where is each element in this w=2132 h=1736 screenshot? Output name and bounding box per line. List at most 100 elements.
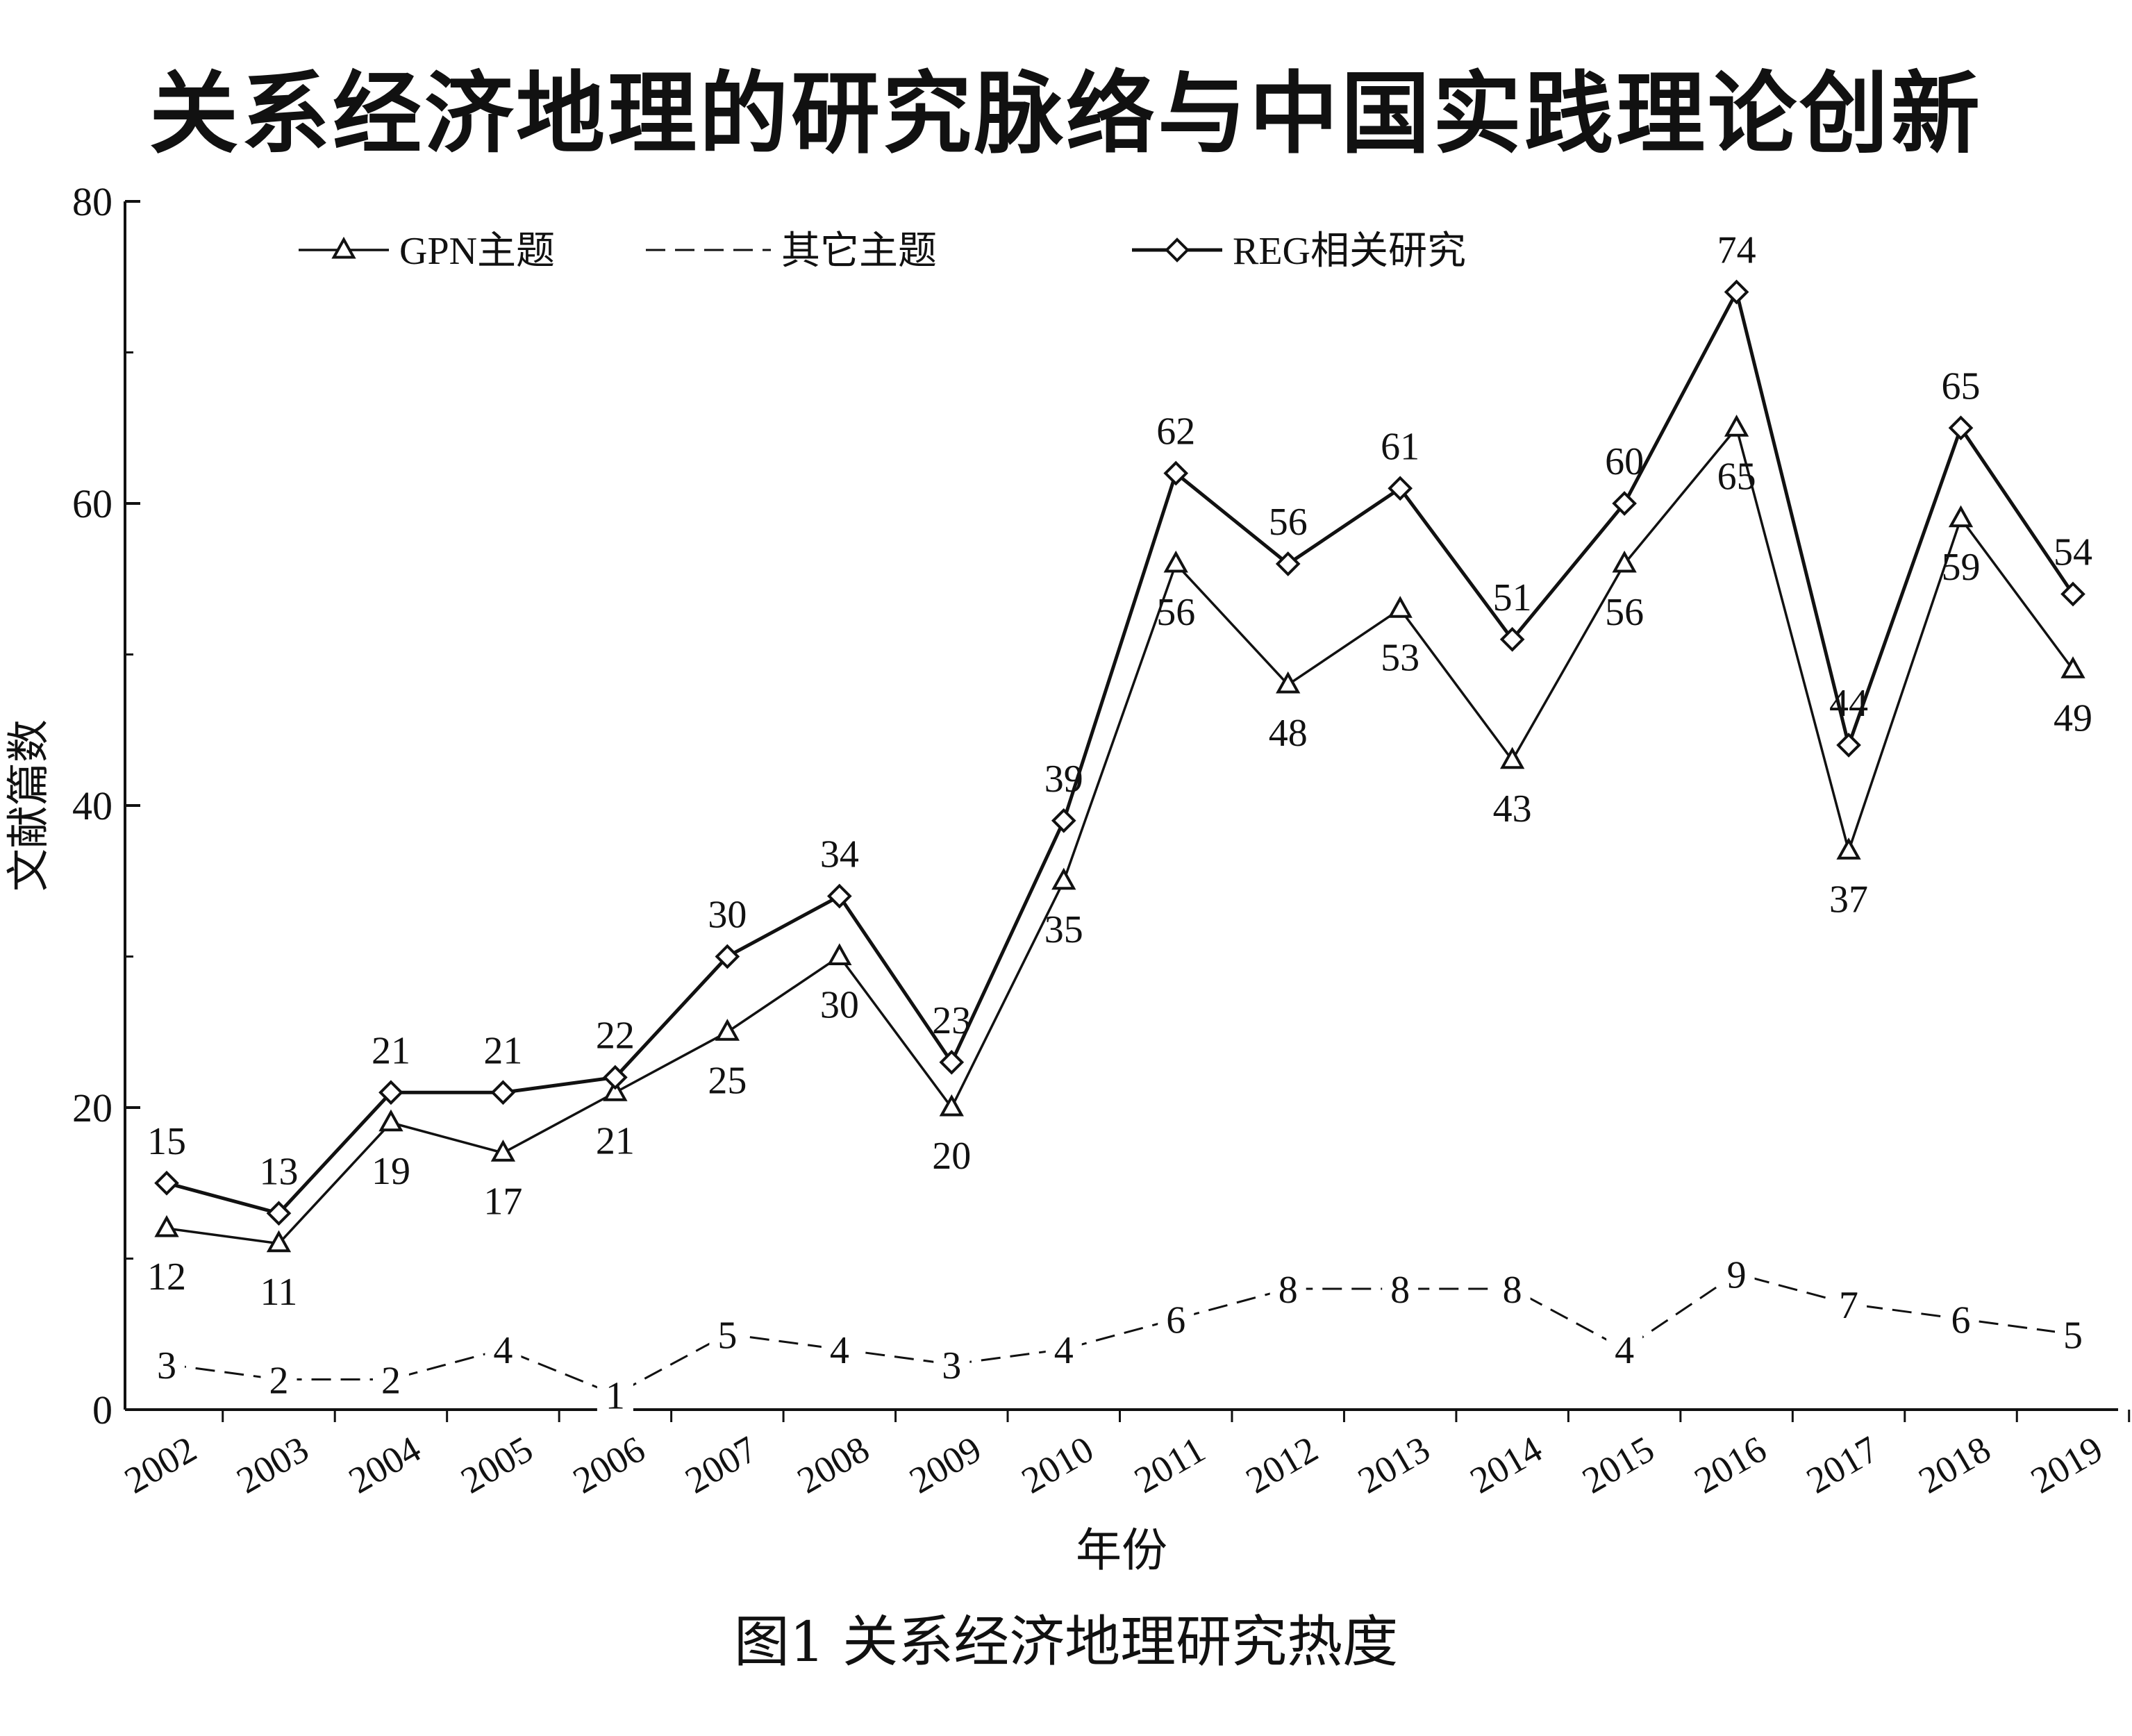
label-knockout — [372, 1354, 409, 1398]
diamond-marker — [1499, 626, 1525, 652]
data-label: 48 — [1269, 712, 1308, 755]
triangle-marker — [827, 943, 852, 965]
data-label: 43 — [1493, 787, 1532, 831]
y-tick-label: 60 — [72, 481, 113, 526]
diamond-marker — [715, 944, 740, 969]
x-tick-label: 2010 — [1015, 1428, 1101, 1501]
x-tick-label: 2018 — [1912, 1428, 1998, 1501]
diamond-marker — [939, 1049, 965, 1075]
diamond-marker — [1836, 733, 1861, 758]
y-axis-title: 文献篇数 — [6, 719, 53, 892]
x-tick-label: 2019 — [2024, 1428, 2110, 1501]
data-label: 59 — [1942, 546, 1981, 589]
y-tick-label: 20 — [72, 1085, 113, 1130]
data-label: 15 — [147, 1120, 186, 1163]
diamond-marker — [490, 1080, 516, 1105]
data-label: 4 — [493, 1329, 513, 1372]
label-knockout — [1269, 1264, 1306, 1307]
data-label: 39 — [1044, 758, 1083, 801]
series-line — [166, 425, 2074, 1245]
triangle-marker — [490, 1140, 516, 1162]
x-tick-label: 2013 — [1351, 1428, 1437, 1501]
figure-caption: 图1 关系经济地理研究热度 — [733, 1610, 1399, 1674]
page-title: 关系经济地理的研究脉络与中国实践理论创新 — [149, 62, 1983, 166]
triangle-marker — [939, 1094, 964, 1117]
data-label: 65 — [1717, 455, 1756, 498]
data-label: 56 — [1605, 591, 1644, 634]
triangle-marker — [154, 1215, 179, 1237]
data-label: 25 — [708, 1059, 747, 1102]
label-knockout — [1942, 1294, 1979, 1337]
data-label: 1 — [606, 1374, 625, 1417]
data-label: 21 — [483, 1029, 522, 1072]
triangle-marker — [1499, 746, 1525, 769]
triangle-marker — [1163, 550, 1188, 573]
data-label: 8 — [1503, 1269, 1522, 1312]
data-label: 20 — [932, 1135, 971, 1178]
label-knockout — [1718, 1249, 1755, 1292]
data-label: 3 — [942, 1344, 961, 1387]
data-label: 56 — [1269, 501, 1308, 544]
x-tick-label: 2015 — [1575, 1428, 1661, 1501]
data-label: 34 — [820, 833, 859, 876]
diamond-marker — [1724, 279, 1749, 305]
data-label: 9 — [1727, 1253, 1747, 1296]
data-label: 60 — [1605, 440, 1644, 483]
triangle-marker — [1612, 550, 1637, 573]
data-label: 30 — [708, 894, 747, 937]
label-knockout — [149, 1339, 185, 1383]
data-label: 19 — [372, 1150, 410, 1193]
x-tick-label: 2011 — [1127, 1428, 1212, 1501]
label-knockout — [1382, 1264, 1419, 1307]
data-label: 61 — [1381, 425, 1419, 468]
label-knockout — [597, 1369, 633, 1413]
triangle-marker — [715, 1019, 740, 1041]
y-tick-label: 0 — [92, 1387, 113, 1433]
triangle-marker — [2060, 656, 2085, 678]
label-knockout — [1158, 1294, 1194, 1337]
data-label: 5 — [2063, 1314, 2083, 1357]
series-layer — [154, 279, 2085, 1396]
x-tick-label: 2007 — [678, 1428, 765, 1501]
data-label: 30 — [820, 984, 859, 1027]
x-tick-label: 2003 — [230, 1428, 316, 1501]
x-axis-title: 年份 — [1076, 1526, 1167, 1576]
data-label: 11 — [260, 1271, 298, 1314]
data-label: 37 — [1829, 878, 1868, 921]
diamond-marker — [1612, 491, 1637, 516]
data-label: 4 — [1615, 1329, 1634, 1372]
data-label: 4 — [830, 1329, 849, 1372]
diamond-marker — [1051, 808, 1076, 833]
x-tick-label: 2012 — [1239, 1428, 1325, 1501]
label-knockout — [1606, 1324, 1643, 1367]
data-label: 5 — [717, 1314, 737, 1357]
y-tick-label: 40 — [72, 783, 113, 828]
label-knockout — [1045, 1324, 1082, 1367]
triangle-marker — [1276, 671, 1301, 694]
data-label: 4 — [1054, 1329, 1074, 1372]
diamond-marker — [603, 1065, 628, 1090]
diamond-marker — [1275, 551, 1301, 576]
label-knockout — [485, 1324, 522, 1367]
data-label: 12 — [147, 1255, 186, 1299]
diamond-marker — [1388, 476, 1413, 501]
x-tick-label: 2009 — [903, 1428, 989, 1501]
triangle-marker — [266, 1230, 292, 1253]
triangle-marker — [1948, 505, 1974, 528]
data-label: 21 — [372, 1029, 410, 1072]
data-label: 2 — [269, 1360, 288, 1403]
x-tick-label: 2017 — [1799, 1428, 1885, 1501]
legend: GPN主题 其它主题 REG相关研究 — [299, 230, 1466, 273]
x-tick-label: 2004 — [342, 1428, 428, 1501]
data-label: 17 — [483, 1180, 522, 1223]
data-label: 56 — [1156, 591, 1195, 634]
data-label: 6 — [1951, 1299, 1971, 1342]
label-knockout — [1494, 1264, 1531, 1307]
diamond-marker — [1948, 415, 1974, 441]
label-knockout — [821, 1324, 858, 1367]
data-label: 8 — [1390, 1269, 1410, 1312]
data-label: 23 — [932, 999, 971, 1042]
data-label: 13 — [259, 1150, 298, 1193]
